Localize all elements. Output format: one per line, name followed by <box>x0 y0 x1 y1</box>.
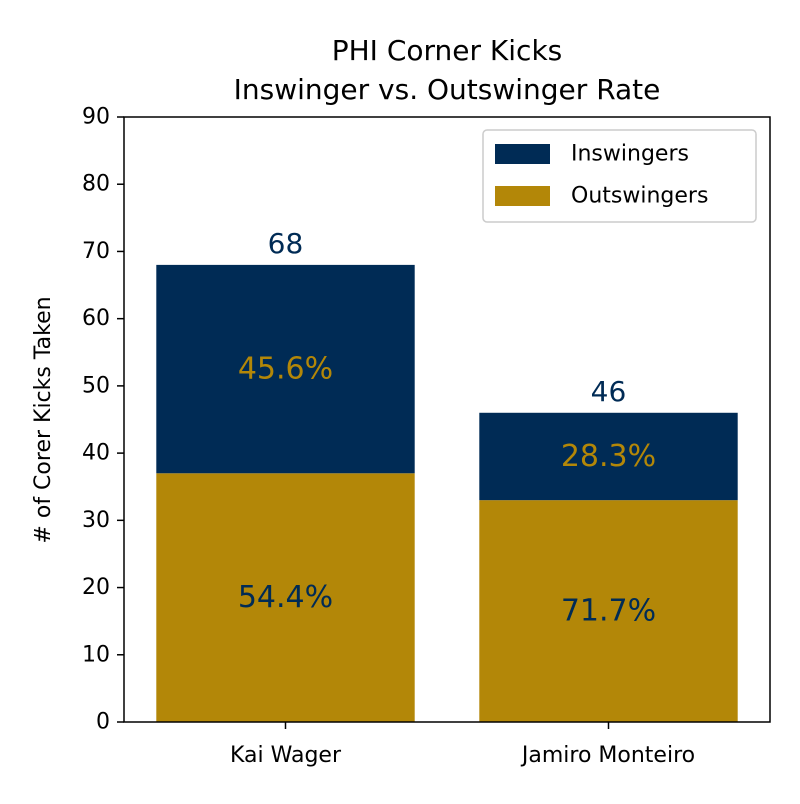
legend-label-inswingers: Inswingers <box>571 142 689 167</box>
bar-outswingers <box>479 500 738 722</box>
legend-box <box>482 129 757 223</box>
data-label-inswingers: 28.3% <box>561 439 656 474</box>
legend-label-outswingers: Outswingers <box>571 184 708 209</box>
y-tick-label: 20 <box>82 575 110 600</box>
x-tick-label: Kai Wager <box>230 743 342 768</box>
x-axis: Kai Wager Jamiro Monteiro <box>230 722 695 768</box>
y-tick-label: 30 <box>82 508 110 533</box>
bar-inswingers <box>479 412 738 501</box>
data-label-outswingers: 71.7% <box>561 594 656 629</box>
chart-title: PHI Corner Kicks <box>332 34 563 67</box>
bar-outswingers <box>156 473 415 722</box>
y-tick-label: 10 <box>82 642 110 667</box>
legend-swatch-outswingers <box>495 186 550 206</box>
total-label: 46 <box>591 375 627 408</box>
y-axis: 0 10 20 30 40 50 60 70 80 90 <box>82 105 124 735</box>
y-tick-label: 80 <box>82 172 110 197</box>
data-label-inswingers: 45.6% <box>238 352 333 387</box>
y-axis-label: # of Corer Kicks Taken <box>31 296 56 543</box>
y-tick-label: 0 <box>96 710 110 735</box>
y-tick-label: 60 <box>82 306 110 331</box>
chart-subtitle: Inswinger vs. Outswinger Rate <box>234 73 661 106</box>
data-label-outswingers: 54.4% <box>238 580 333 615</box>
bar-inswingers <box>156 264 415 474</box>
data-labels-layer: 54.4% 45.6% 68 71.7% 28.3% 46 <box>238 227 656 629</box>
plot-frame <box>123 116 771 723</box>
y-tick-label: 40 <box>82 441 110 466</box>
y-tick-label: 90 <box>82 105 110 130</box>
total-label: 68 <box>268 227 304 260</box>
x-tick-label: Jamiro Monteiro <box>520 743 695 768</box>
y-tick-label: 70 <box>82 239 110 264</box>
legend-swatch-inswingers <box>495 144 550 164</box>
bars-layer <box>156 264 738 722</box>
y-tick-label: 50 <box>82 373 110 398</box>
legend: Inswingers Outswingers <box>482 129 757 223</box>
